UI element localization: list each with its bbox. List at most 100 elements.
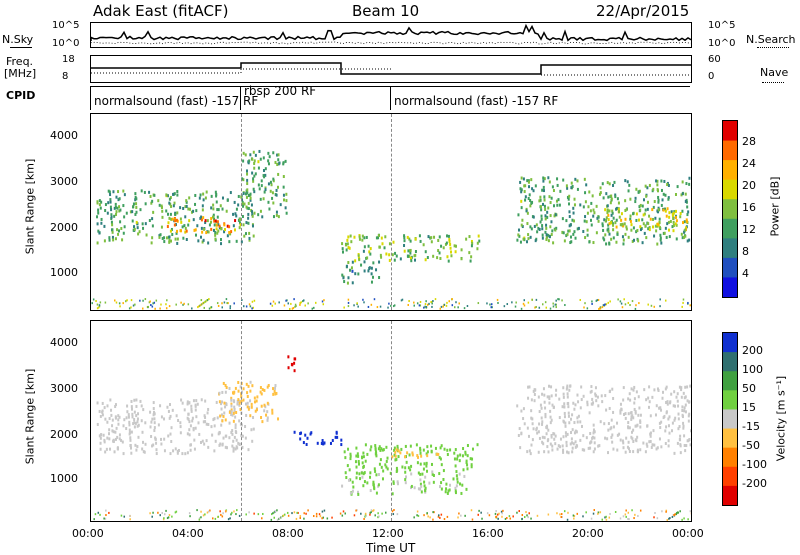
- echo-cell: [232, 440, 234, 443]
- echo-cell: [658, 389, 660, 392]
- echo-cell: [364, 245, 366, 248]
- echo-cell: [647, 208, 649, 211]
- echo-cell: [294, 357, 296, 360]
- echo-cell: [145, 202, 147, 205]
- echo-cell: [681, 233, 683, 236]
- echo-cell: [584, 191, 586, 194]
- echo-cell: [296, 512, 298, 514]
- echo-cell: [115, 203, 117, 206]
- echo-cell: [575, 430, 577, 433]
- echo-cell: [363, 472, 365, 475]
- echo-cell: [97, 212, 99, 215]
- echo-cell: [184, 215, 186, 218]
- echo-cell: [261, 215, 263, 218]
- echo-cell: [230, 230, 232, 233]
- echo-cell: [253, 188, 255, 191]
- echo-cell: [288, 366, 290, 369]
- echo-cell: [604, 303, 606, 305]
- echo-cell: [580, 406, 582, 409]
- echo-cell: [650, 218, 652, 221]
- echo-cell: [685, 404, 687, 407]
- echo-cell: [98, 307, 100, 309]
- echo-cell: [593, 211, 595, 214]
- echo-cell: [225, 402, 227, 405]
- echo-cell: [527, 397, 529, 400]
- echo-cell: [404, 471, 406, 474]
- echo-cell: [613, 217, 615, 220]
- echo-cell: [313, 515, 315, 517]
- echo-cell: [552, 185, 554, 188]
- echo-cell: [251, 403, 253, 406]
- echo-cell: [639, 425, 641, 428]
- echo-cell: [680, 451, 682, 454]
- echo-cell: [553, 438, 555, 441]
- echo-cell: [582, 230, 584, 233]
- echo-cell: [370, 489, 372, 492]
- echo-cell: [223, 412, 225, 415]
- echo-cell: [344, 456, 346, 459]
- echo-cell: [125, 427, 127, 430]
- echo-cell: [132, 415, 134, 418]
- echo-cell: [267, 152, 269, 155]
- echo-cell: [387, 467, 389, 470]
- echo-cell: [349, 247, 351, 250]
- echo-cell: [542, 237, 544, 240]
- echo-cell: [453, 452, 455, 455]
- echo-cell: [686, 205, 688, 208]
- echo-cell: [357, 272, 359, 275]
- echo-cell: [233, 224, 235, 227]
- echo-cell: [161, 216, 163, 219]
- echo-cell: [109, 398, 111, 401]
- echo-cell: [636, 229, 638, 232]
- echo-cell: [506, 517, 508, 519]
- echo-cell: [677, 392, 679, 395]
- echo-cell: [542, 176, 544, 179]
- power-colorbar-label: Power [dB]: [769, 162, 782, 252]
- echo-cell: [242, 160, 244, 163]
- echo-cell: [154, 436, 156, 439]
- echo-cell: [160, 438, 162, 441]
- power-ytick-2000: 2000: [50, 221, 78, 234]
- echo-cell: [200, 193, 202, 196]
- echo-cell: [260, 158, 262, 161]
- echo-cell: [419, 478, 421, 481]
- echo-cell: [132, 205, 134, 208]
- echo-cell: [633, 239, 635, 242]
- xtick-0000: 00:00: [72, 527, 104, 540]
- echo-cell: [567, 233, 569, 236]
- echo-cell: [361, 476, 363, 479]
- echo-cell: [622, 399, 624, 402]
- echo-cell: [625, 513, 627, 515]
- echo-cell: [544, 413, 546, 416]
- echo-cell: [572, 402, 574, 405]
- echo-cell: [573, 442, 575, 445]
- echo-cell: [315, 302, 317, 304]
- echo-cell: [621, 223, 623, 226]
- echo-cell: [624, 233, 626, 236]
- echo-cell: [519, 446, 521, 449]
- echo-cell: [440, 458, 442, 461]
- echo-cell: [226, 302, 228, 304]
- echo-cell: [340, 513, 342, 515]
- echo-cell: [197, 421, 199, 424]
- echo-cell: [246, 179, 248, 182]
- echo-cell: [168, 516, 170, 518]
- echo-cell: [608, 243, 610, 246]
- echo-cell: [228, 225, 230, 228]
- echo-cell: [625, 303, 627, 305]
- echo-cell: [268, 384, 270, 387]
- echo-cell: [637, 450, 639, 453]
- echo-cell: [270, 303, 272, 305]
- echo-cell: [546, 307, 548, 309]
- echo-cell: [679, 438, 681, 441]
- echo-cell: [652, 218, 654, 221]
- echo-cell: [166, 307, 168, 309]
- echo-cell: [665, 300, 667, 302]
- echo-cell: [371, 267, 373, 270]
- echo-cell: [202, 440, 204, 443]
- echo-cell: [278, 215, 280, 218]
- echo-cell: [413, 305, 415, 307]
- echo-cell: [361, 239, 363, 242]
- echo-cell: [449, 240, 451, 243]
- echo-cell: [642, 241, 644, 244]
